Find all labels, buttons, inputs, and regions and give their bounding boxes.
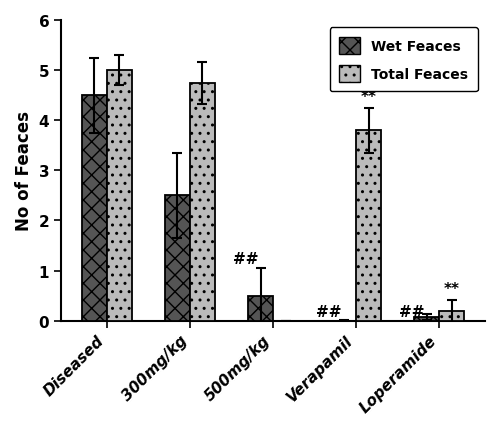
Bar bbox=[190, 83, 215, 321]
Bar bbox=[440, 311, 464, 321]
Text: ##: ## bbox=[316, 304, 341, 319]
Text: ##: ## bbox=[399, 304, 424, 319]
Bar bbox=[356, 131, 381, 321]
Y-axis label: No of Feaces: No of Feaces bbox=[15, 111, 33, 231]
Text: **: ** bbox=[444, 281, 460, 296]
Bar bbox=[82, 96, 107, 321]
Bar bbox=[107, 71, 132, 321]
Bar bbox=[165, 196, 190, 321]
Bar bbox=[414, 317, 440, 321]
Bar bbox=[248, 296, 273, 321]
Text: **: ** bbox=[360, 89, 376, 104]
Legend: Wet Feaces, Total Feaces: Wet Feaces, Total Feaces bbox=[330, 28, 478, 92]
Text: ##: ## bbox=[232, 251, 258, 266]
